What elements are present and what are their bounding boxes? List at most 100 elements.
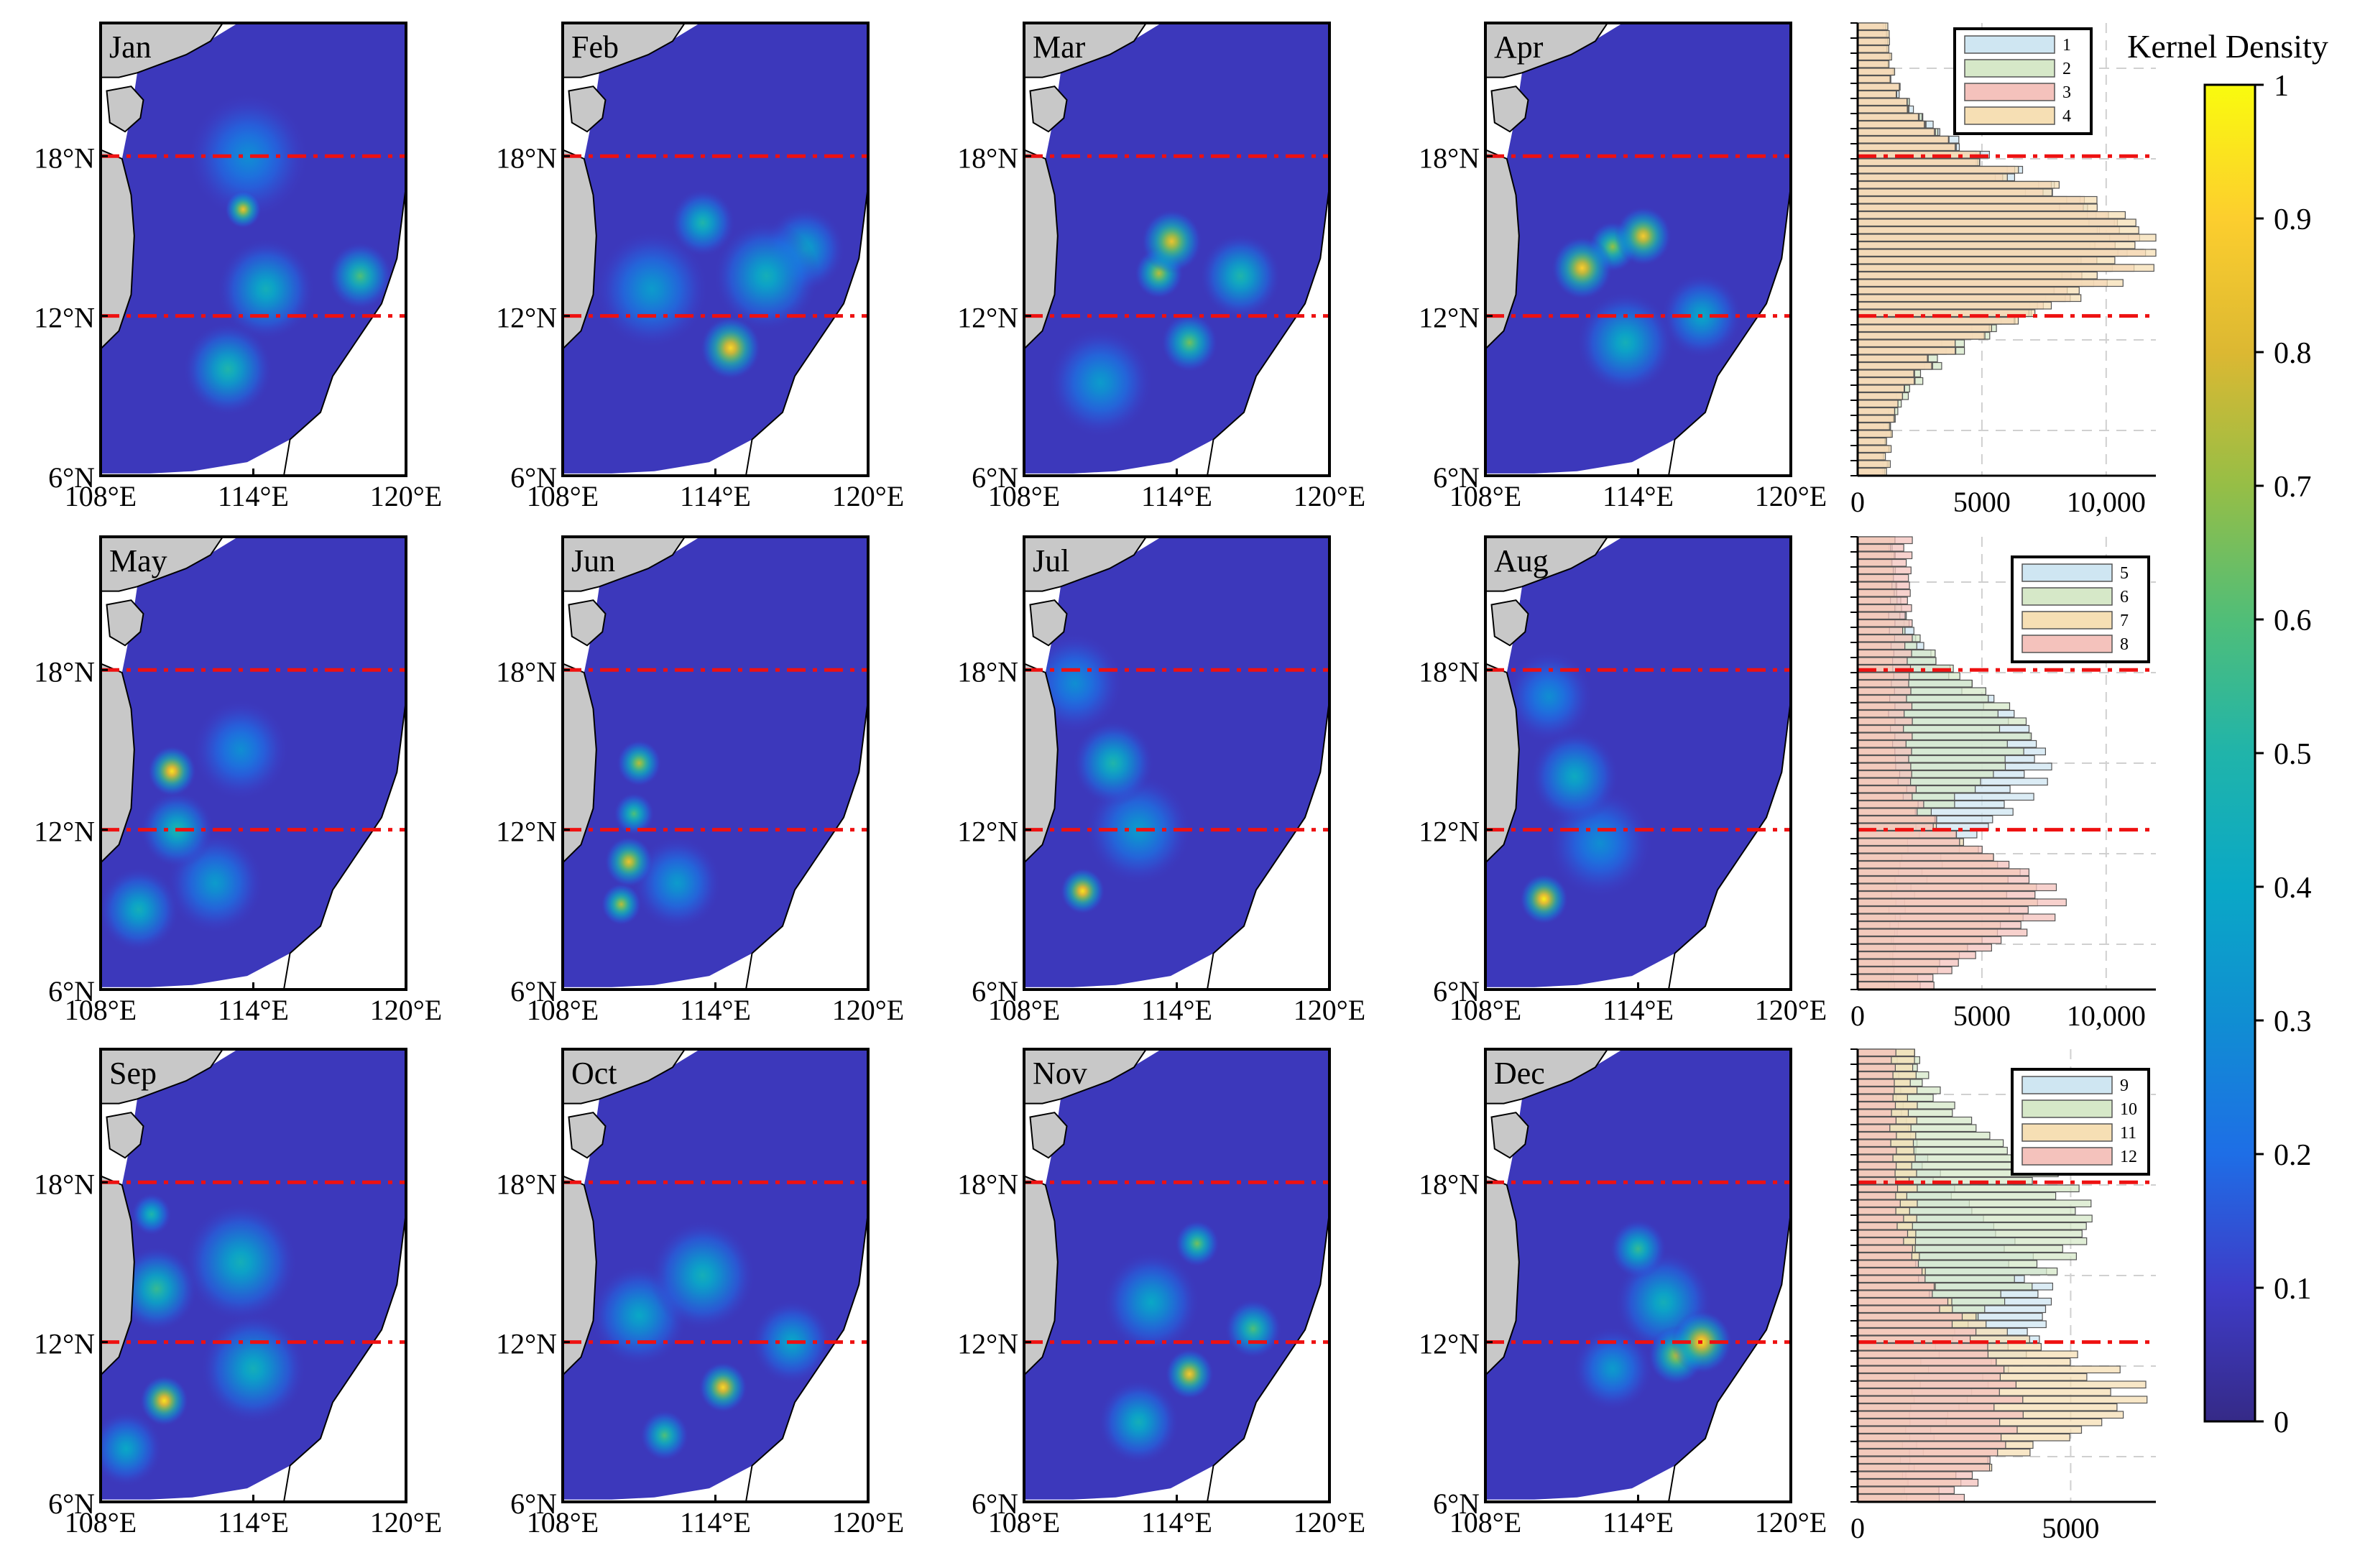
hist-x-tick-label: 10,000 [2067,486,2146,518]
land-hainan [1490,86,1529,133]
legend-swatch [2021,1076,2113,1094]
hist-bar [1857,649,1912,658]
hist-bar [1857,361,1932,370]
hist-bar [1857,604,1912,612]
x-tick-label: 114°E [680,1506,751,1539]
hist-bar [1857,785,1917,793]
colorbar-tick-label: 0.3 [2274,1005,2312,1038]
x-tick-label: 114°E [1141,994,1212,1026]
x-tick-label: 120°E [370,994,442,1026]
map-panel-sep: Sep 6°N 12°N 18°N 108°E 114°E 120°E [34,1048,442,1539]
hist-bar [1857,1433,2002,1442]
x-tick-label: 108°E [988,994,1060,1026]
hist-bar [1857,1245,1913,1253]
series-12 [1857,1048,2024,1502]
hist-bar [1857,1161,1897,1170]
map-panel-dec: Dec 6°N 12°N 18°N 108°E 114°E 120°E [1419,1048,1827,1539]
hist-bar [1857,634,1913,642]
colorbar-tick-label: 0.4 [2274,872,2312,905]
x-tick-label: 108°E [1449,1506,1521,1539]
hist-bar [1857,98,1908,106]
hist-bar [1857,234,2157,242]
hist-bar [1857,627,1904,635]
y-tick-label: 12°N [1419,1328,1480,1360]
y-tick-label: 12°N [957,302,1018,334]
hist-bar [1857,566,1912,575]
colorbar-tick-label: 0.6 [2274,604,2312,637]
density-hotspot [1072,720,1154,806]
hist-x-tick-label: 0 [1850,1512,1865,1544]
hist-bar [1857,105,1908,114]
land-china [100,1048,224,1104]
density-hotspot [116,1246,198,1332]
x-tick-label: 120°E [370,480,442,512]
hist-bar [1857,143,1956,152]
land-indochina [100,148,135,351]
hist-bar [1857,346,1956,355]
hist-bar [1857,1056,1892,1064]
hist-bar [1857,158,1981,167]
month-label: Jul [1033,543,1069,578]
hist-bar [1857,808,1918,816]
hist-bar [1857,1403,1995,1411]
hist-bar [1857,37,1890,46]
legend-swatch [2021,1123,2113,1142]
y-tick-label: 6°N [48,1488,95,1520]
hist-bar [1857,959,1959,967]
legend-label: 4 [2062,107,2071,126]
y-tick-label: 6°N [972,1488,1018,1520]
histogram-3: 0 5000 9 10 11 12 [1850,1048,2156,1544]
hist-bar [1857,369,1914,378]
y-tick-label: 12°N [496,816,557,848]
hist-bar [1857,558,1907,567]
legend-label: 3 [2062,83,2071,102]
hist-bar [1857,860,2010,869]
x-tick-label: 108°E [65,994,137,1026]
y-tick-label: 6°N [510,975,557,1007]
y-tick-label: 12°N [496,1328,557,1360]
hist-bar [1857,422,1891,430]
density-hotspot [601,882,642,926]
month-label: Sep [109,1056,157,1091]
hist-bar [1857,1486,1955,1495]
x-tick-label: 114°E [680,994,751,1026]
land-indochina [1485,1174,1520,1377]
x-tick-label: 108°E [527,1506,599,1539]
land-hainan [1029,86,1068,133]
y-tick-label: 18°N [957,142,1018,174]
hist-bar [1857,218,2136,227]
density-hotspot [131,1193,172,1236]
hist-bar [1857,974,1934,982]
x-tick-label: 120°E [832,1506,904,1539]
y-tick-label: 12°N [1419,816,1480,848]
hist-bar [1857,543,1904,552]
hist-bar [1857,392,1903,400]
colorbar-tick-label: 0 [2274,1406,2289,1439]
y-tick-label: 6°N [510,461,557,494]
density-hotspot [1572,1326,1654,1411]
hist-bar [1857,1214,1904,1223]
hist-x-tick-label: 5000 [1953,1000,2011,1032]
legend-label: 8 [2120,635,2129,654]
hist-bar [1857,75,1891,83]
land-indochina [1023,662,1059,864]
density-hotspot [183,1202,298,1322]
density-hotspot [224,190,262,229]
hist-bar [1857,165,2019,174]
colorbar-scale [2203,83,2256,1423]
legend-swatch [2021,563,2113,582]
x-tick-label: 114°E [1141,480,1212,512]
hist-bar [1857,407,1896,415]
colorbar-tick-label: 0.8 [2274,337,2312,370]
x-tick-label: 114°E [680,480,751,512]
hist-bar [1857,1297,1949,1306]
hist-bar [1857,1342,1988,1351]
colorbar-tick-label: 0.9 [2274,203,2312,236]
x-tick-label: 120°E [1755,994,1827,1026]
hist-bar [1857,694,1907,703]
hist-bar [1857,445,1892,453]
hotspots [1097,1219,1282,1465]
hist-bar [1857,762,1912,771]
